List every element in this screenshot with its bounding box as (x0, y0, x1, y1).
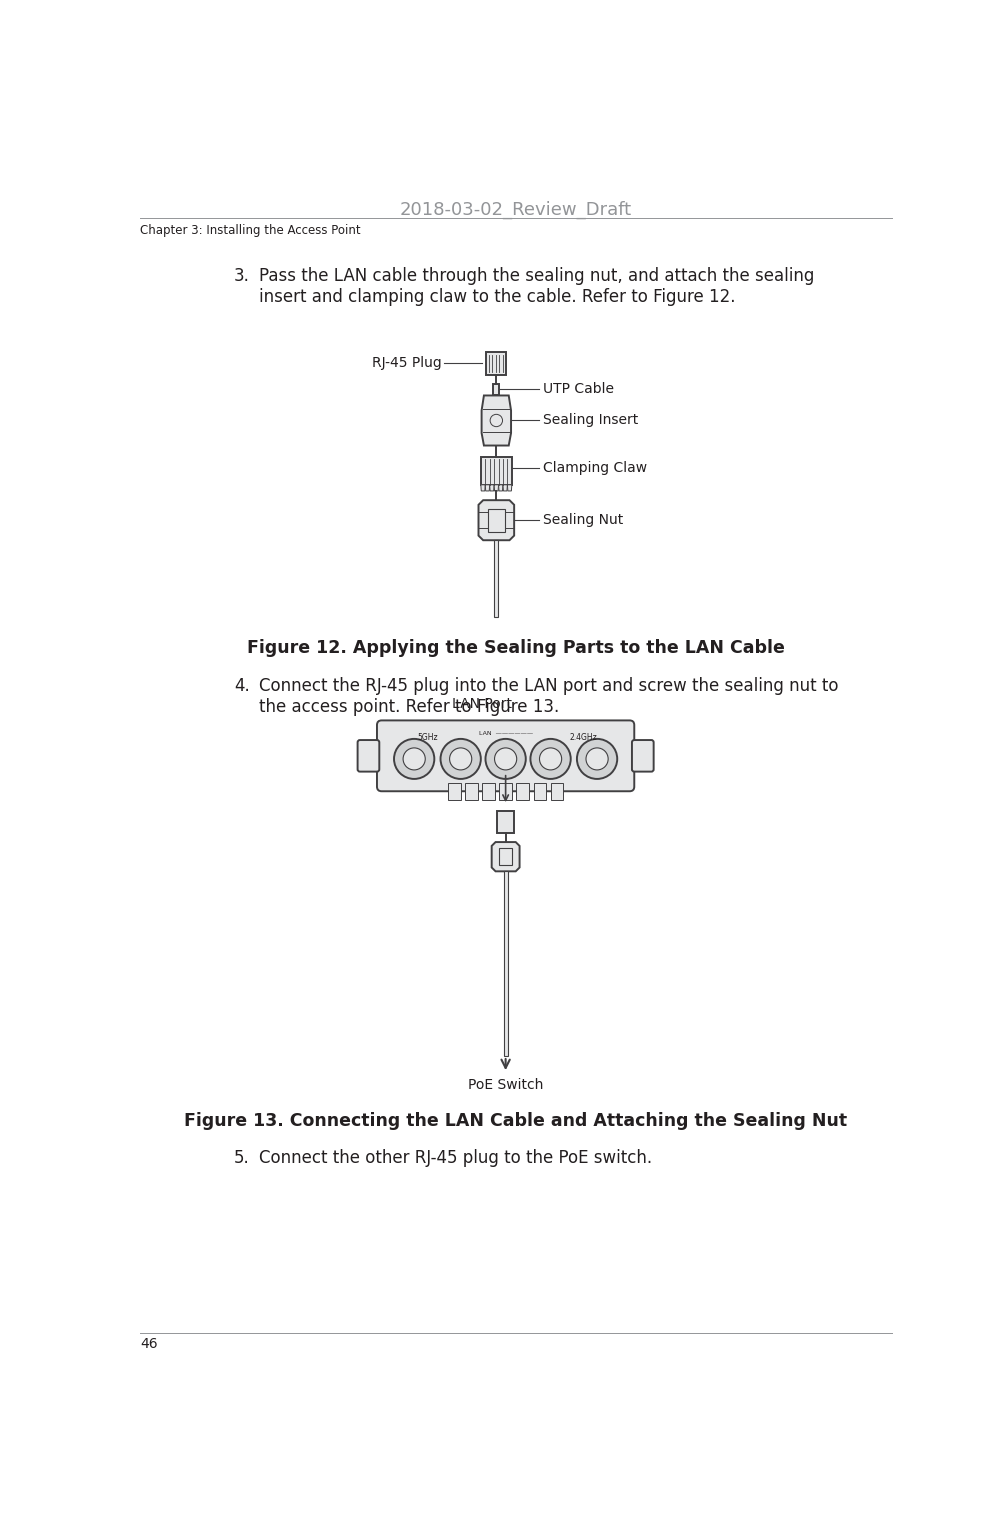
Text: RJ-45 Plug: RJ-45 Plug (372, 357, 441, 371)
Polygon shape (489, 485, 494, 491)
Polygon shape (494, 485, 498, 491)
Bar (465, 782, 477, 799)
Text: 2.4GHz: 2.4GHz (569, 733, 597, 741)
Polygon shape (491, 842, 520, 871)
Text: LAN Port: LAN Port (452, 697, 513, 712)
Text: Connect the RJ-45 plug into the LAN port and screw the sealing nut to
the access: Connect the RJ-45 plug into the LAN port… (259, 677, 839, 717)
Text: Sealing Nut: Sealing Nut (543, 513, 623, 527)
Bar (517, 782, 529, 799)
Text: Pass the LAN cable through the sealing nut, and attach the sealing
insert and cl: Pass the LAN cable through the sealing n… (259, 266, 815, 306)
Circle shape (586, 749, 608, 770)
Bar (534, 782, 546, 799)
Text: 4.: 4. (234, 677, 250, 695)
Circle shape (394, 739, 434, 779)
Polygon shape (502, 485, 508, 491)
Text: Figure 12. Applying the Sealing Parts to the LAN Cable: Figure 12. Applying the Sealing Parts to… (247, 638, 784, 657)
Polygon shape (486, 352, 507, 375)
Text: Chapter 3: Installing the Access Point: Chapter 3: Installing the Access Point (140, 224, 361, 237)
Polygon shape (498, 485, 502, 491)
Text: 5.: 5. (234, 1148, 250, 1167)
Circle shape (403, 749, 425, 770)
Polygon shape (478, 501, 515, 540)
Polygon shape (508, 485, 512, 491)
Text: 46: 46 (140, 1337, 157, 1352)
Text: 2018-03-02_Review_Draft: 2018-03-02_Review_Draft (400, 201, 631, 219)
Text: Figure 13. Connecting the LAN Cable and Attaching the Sealing Nut: Figure 13. Connecting the LAN Cable and … (184, 1113, 847, 1130)
Polygon shape (497, 811, 515, 833)
Text: Clamping Claw: Clamping Claw (543, 461, 646, 475)
Polygon shape (481, 395, 511, 446)
Polygon shape (494, 540, 498, 617)
Circle shape (485, 739, 526, 779)
Bar (482, 782, 494, 799)
Text: PoE Switch: PoE Switch (468, 1078, 544, 1092)
Bar (499, 782, 512, 799)
Polygon shape (504, 871, 508, 1056)
Polygon shape (485, 485, 489, 491)
Polygon shape (493, 384, 499, 395)
Circle shape (494, 749, 517, 770)
Polygon shape (480, 485, 485, 491)
Text: LAN  ——————: LAN —————— (478, 732, 533, 736)
Polygon shape (480, 458, 512, 485)
FancyBboxPatch shape (357, 739, 380, 772)
Circle shape (540, 749, 562, 770)
Text: UTP Cable: UTP Cable (543, 383, 614, 397)
Circle shape (440, 739, 480, 779)
Text: 3.: 3. (234, 266, 250, 285)
Text: Sealing Insert: Sealing Insert (543, 413, 638, 427)
Circle shape (577, 739, 617, 779)
FancyBboxPatch shape (377, 721, 634, 792)
Bar (551, 782, 563, 799)
Text: 5GHz: 5GHz (418, 733, 438, 741)
FancyBboxPatch shape (632, 739, 654, 772)
Circle shape (531, 739, 571, 779)
Circle shape (449, 749, 471, 770)
Bar (448, 782, 460, 799)
Text: Connect the other RJ-45 plug to the PoE switch.: Connect the other RJ-45 plug to the PoE … (259, 1148, 653, 1167)
